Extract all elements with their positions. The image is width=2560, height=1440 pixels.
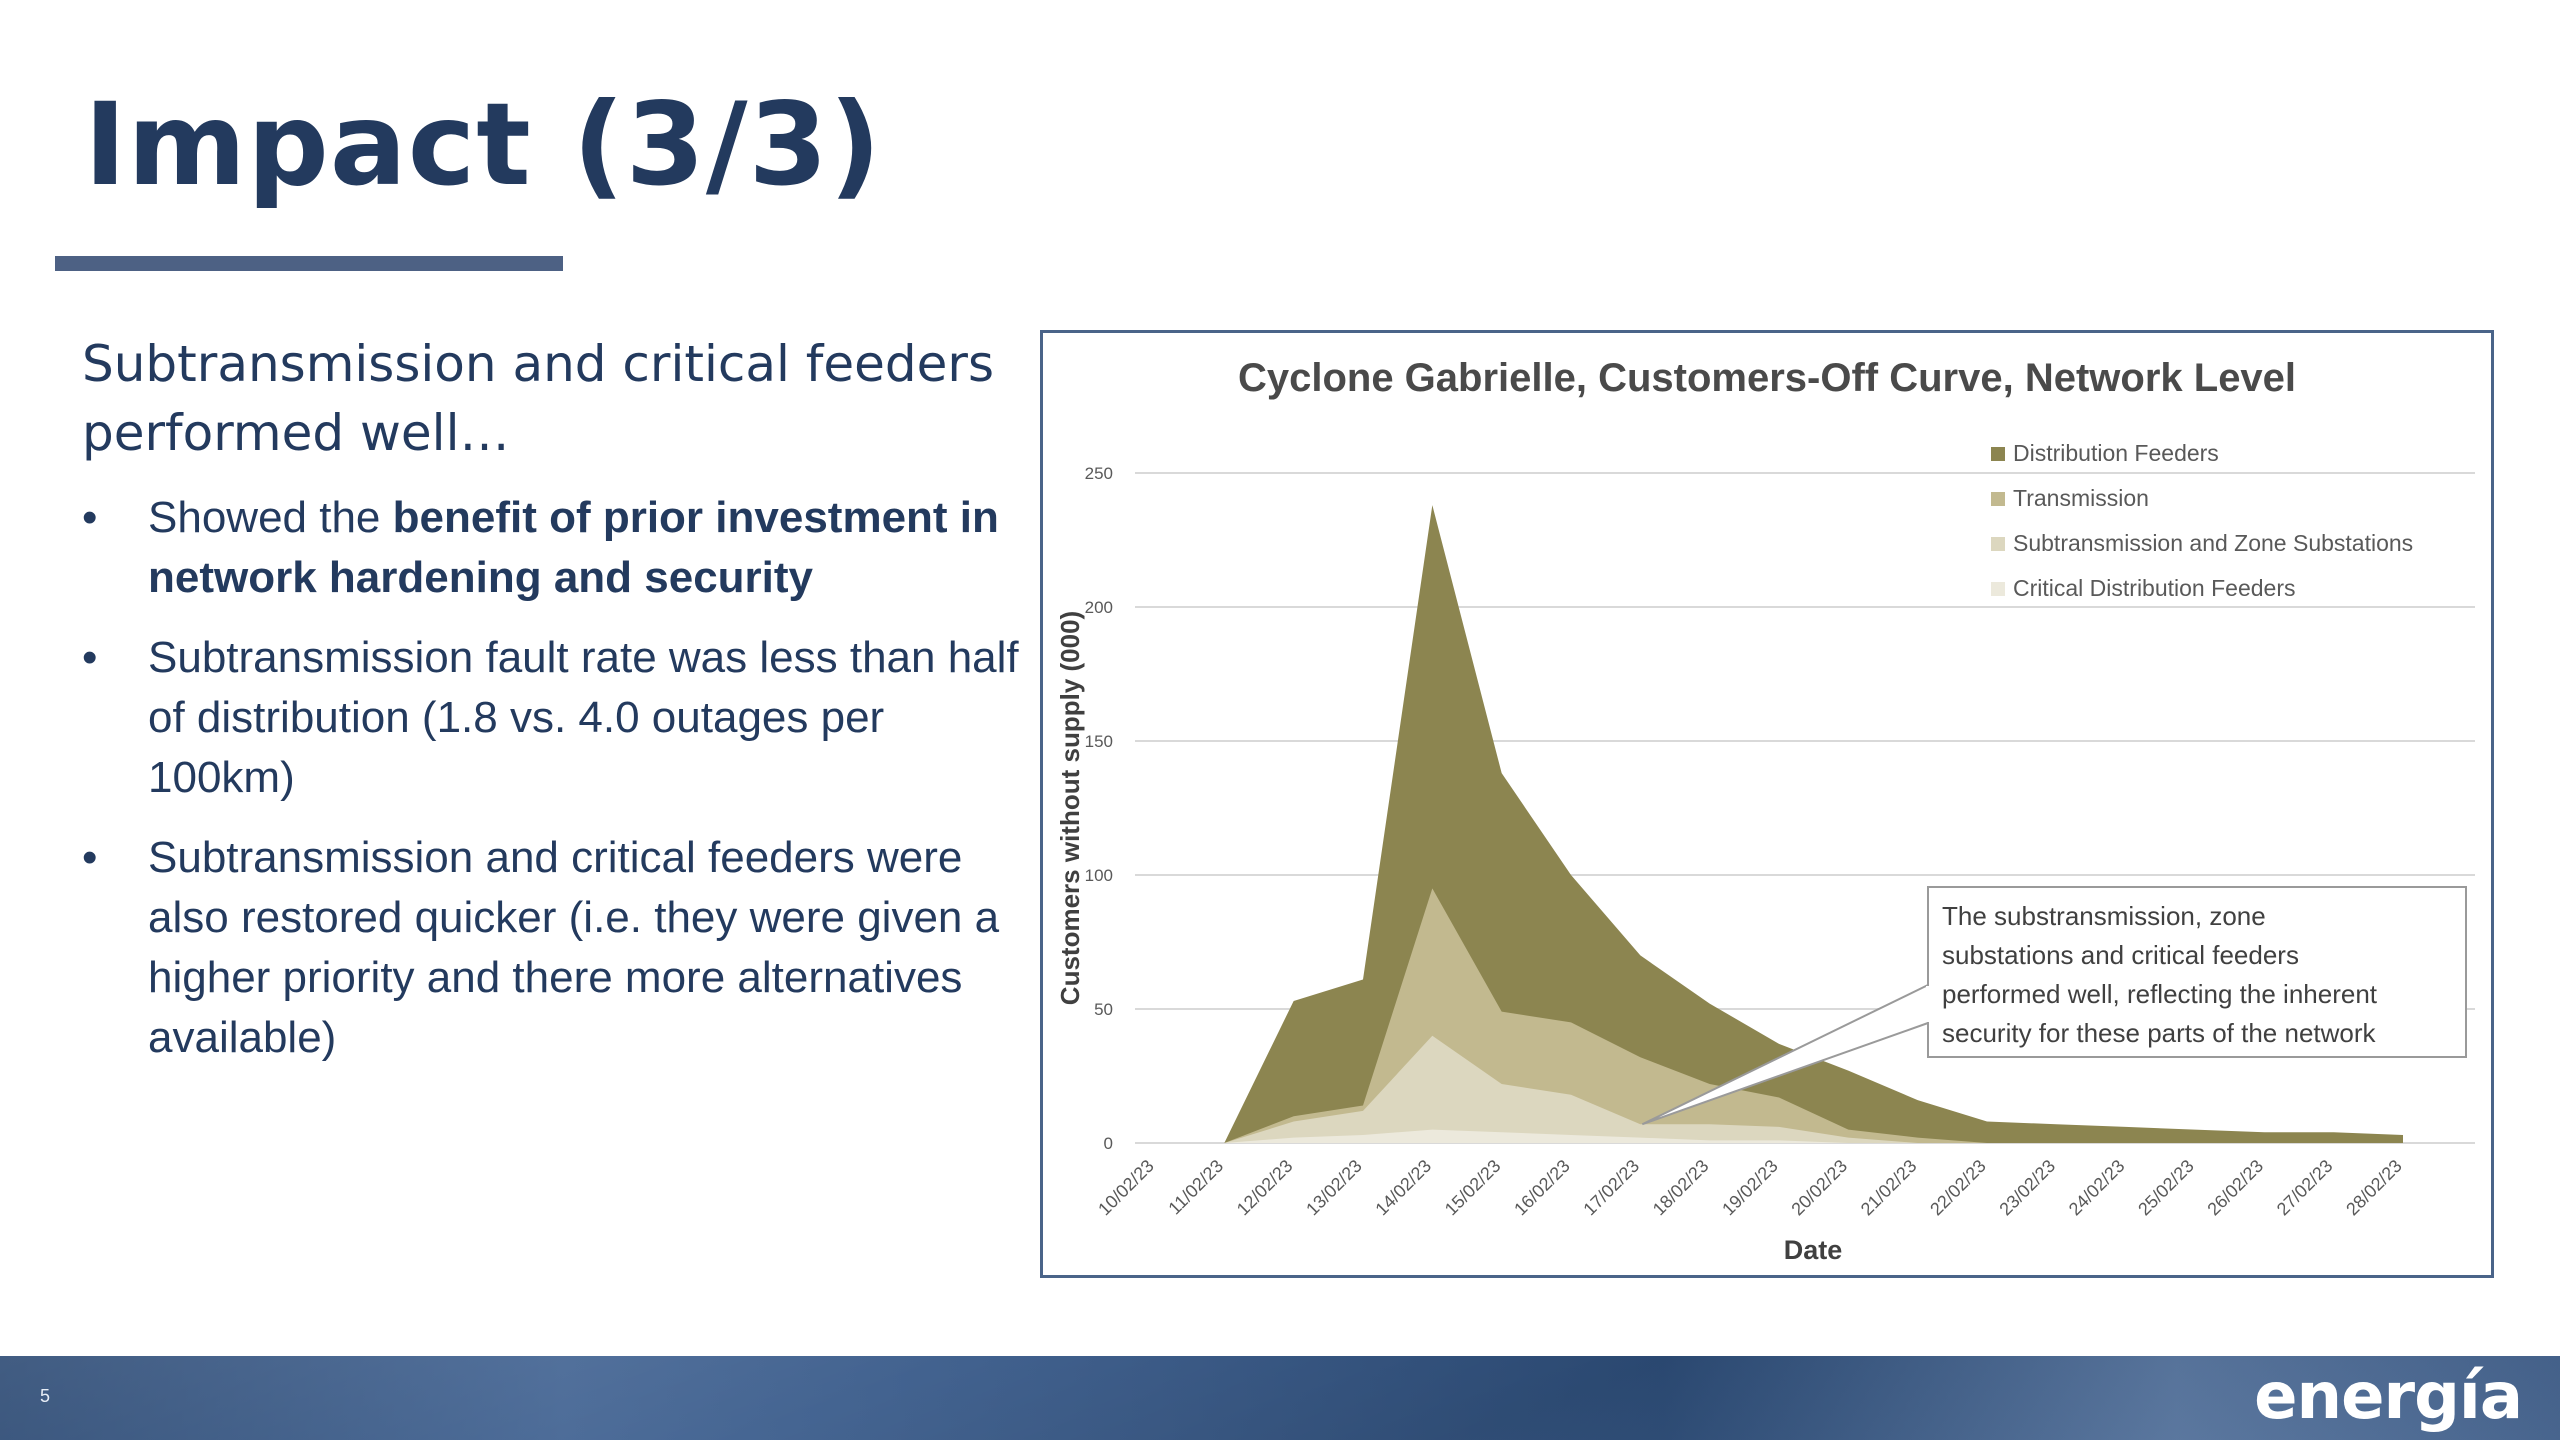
bullet-text: Subtransmission fault rate was less than… xyxy=(148,633,1019,802)
bullet-item: • Subtransmission fault rate was less th… xyxy=(82,628,1022,808)
legend-swatch xyxy=(1991,492,2005,506)
chart-frame: Cyclone Gabrielle, Customers-Off Curve, … xyxy=(1040,330,2494,1278)
x-tick-label: 12/02/23 xyxy=(1233,1156,1297,1220)
y-tick-label: 250 xyxy=(1085,464,1113,483)
customers-off-chart: Cyclone Gabrielle, Customers-Off Curve, … xyxy=(1055,356,2475,1265)
y-tick-label: 150 xyxy=(1085,732,1113,751)
y-tick-label: 0 xyxy=(1104,1134,1113,1153)
area-series-1 xyxy=(1224,888,2403,1143)
brand-logo: energía xyxy=(2254,1360,2523,1434)
area-series-0 xyxy=(1224,505,2403,1143)
page-number: 5 xyxy=(40,1386,51,1406)
x-tick-label: 23/02/23 xyxy=(1995,1156,2059,1220)
footer-shade xyxy=(0,1356,2560,1440)
bullet-item: • Subtransmission and critical feeders w… xyxy=(82,828,1022,1068)
bullet-item: • Showed the benefit of prior investment… xyxy=(82,488,1022,608)
y-axis-label: Customers without supply (000) xyxy=(1055,611,1085,1005)
lead-statement: Subtransmission and critical feeders per… xyxy=(82,335,995,462)
bullet-list: • Showed the benefit of prior investment… xyxy=(82,488,1022,1088)
slide-title: Impact (3/3) xyxy=(84,78,882,211)
legend-entry: Subtransmission and Zone Substations xyxy=(2013,530,2413,556)
x-tick-label: 22/02/23 xyxy=(1926,1156,1990,1220)
x-tick-label: 20/02/23 xyxy=(1787,1156,1851,1220)
legend-swatch xyxy=(1991,447,2005,461)
callout-box xyxy=(1927,886,2467,1058)
x-tick-label: 17/02/23 xyxy=(1579,1156,1643,1220)
x-tick-label: 28/02/23 xyxy=(2342,1156,2406,1220)
y-tick-label: 100 xyxy=(1085,866,1113,885)
x-tick-label: 25/02/23 xyxy=(2134,1156,2198,1220)
area-series-3 xyxy=(1224,1129,2403,1143)
x-tick-label: 11/02/23 xyxy=(1164,1156,1227,1219)
callout-pointer xyxy=(1641,984,1929,1126)
x-tick-label: 24/02/23 xyxy=(2065,1156,2129,1220)
y-tick-label: 50 xyxy=(1094,1000,1113,1019)
y-tick-label: 200 xyxy=(1085,598,1113,617)
x-tick-label: 14/02/23 xyxy=(1371,1156,1435,1220)
x-tick-label: 16/02/23 xyxy=(1510,1156,1574,1220)
x-tick-label: 18/02/23 xyxy=(1649,1156,1713,1220)
bullet-dot: • xyxy=(82,493,98,542)
legend-entry: Critical Distribution Feeders xyxy=(2013,575,2295,601)
chart-title: Cyclone Gabrielle, Customers-Off Curve, … xyxy=(1238,356,2296,400)
bullet-text: Showed the xyxy=(148,493,393,542)
x-tick-label: 21/02/23 xyxy=(1857,1156,1921,1220)
x-tick-label: 26/02/23 xyxy=(2203,1156,2267,1220)
legend-entry: Distribution Feeders xyxy=(2013,440,2219,466)
bullet-text-bold: benefit of prior investment in network h… xyxy=(148,493,999,602)
title-underline xyxy=(55,256,563,271)
footer-bar: 5 energía xyxy=(0,1356,2560,1440)
bullet-dot: • xyxy=(82,633,98,682)
area-series-2 xyxy=(1224,1035,2403,1143)
x-axis-label: Date xyxy=(1784,1235,1843,1265)
x-tick-label: 13/02/23 xyxy=(1302,1156,1366,1220)
legend-swatch xyxy=(1991,582,2005,596)
x-tick-label: 27/02/23 xyxy=(2273,1156,2337,1220)
bullet-dot: • xyxy=(82,833,98,882)
x-tick-label: 19/02/23 xyxy=(1718,1156,1782,1220)
legend-swatch xyxy=(1991,537,2005,551)
callout-text: The substransmission, zone substations an… xyxy=(1942,901,2378,1048)
legend-entry: Transmission xyxy=(2013,485,2149,511)
bullet-text: Subtransmission and critical feeders wer… xyxy=(148,833,1000,1062)
x-tick-label: 10/02/23 xyxy=(1094,1156,1158,1220)
x-tick-label: 15/02/23 xyxy=(1441,1156,1505,1220)
callout-joint xyxy=(1926,986,1932,1022)
